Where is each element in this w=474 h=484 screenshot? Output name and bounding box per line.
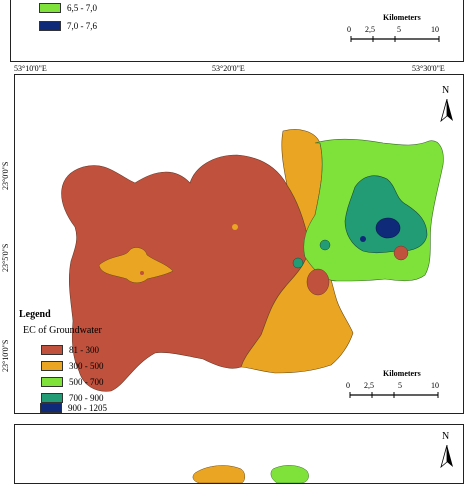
map-zone-green-top xyxy=(270,465,309,483)
top-map-panel: 6,5 - 7,0 7,0 - 7,6 Kilometers 0 2,5 5 1… xyxy=(10,0,464,62)
legend-swatch-ph-2 xyxy=(39,21,61,31)
legend-label-ph-1: 6,5 - 7,0 xyxy=(67,3,97,13)
coord-label-top-right: 53°30'0"E xyxy=(412,64,445,73)
lat-label-2: 23°5'0"S xyxy=(1,243,10,272)
coord-label-top-mid: 53°20'0"E xyxy=(212,64,245,73)
map-spot-orange-small xyxy=(232,224,238,230)
scale-tick-10: 10 xyxy=(431,25,439,34)
bottom-map-panel: N xyxy=(14,424,464,484)
legend-subtitle: EC of Groundwater xyxy=(23,325,102,336)
legend-swatch-ec-3 xyxy=(41,377,63,387)
scale-tick-0: 0 xyxy=(346,381,350,390)
legend-label-ec-2: 300 - 500 xyxy=(69,361,104,371)
scale-bar xyxy=(350,36,440,42)
legend-label-ec-5: 900 - 1205 xyxy=(68,403,107,413)
lat-label-1: 23°0'0"S xyxy=(1,161,10,190)
lat-label-3: 23°10'0"S xyxy=(1,339,10,372)
legend-swatch-ph-1 xyxy=(39,3,61,13)
scale-bar-title: Kilometers xyxy=(383,13,421,22)
scale-tick-10: 10 xyxy=(431,381,439,390)
legend-swatch-ec-1 xyxy=(41,345,63,355)
legend-swatch-ec-5b xyxy=(40,403,62,413)
map-zone-900-1205 xyxy=(375,217,401,239)
map-zone-700-900 xyxy=(344,175,428,254)
map-spot-teal-1 xyxy=(319,239,331,251)
scale-tick-0: 0 xyxy=(347,25,351,34)
map-spot-red-2 xyxy=(306,268,330,296)
legend-swatch-ec-4 xyxy=(41,393,63,403)
bottom-map-fragment xyxy=(192,465,309,483)
scale-tick-5: 5 xyxy=(398,381,402,390)
legend-title: Legend xyxy=(19,309,51,320)
north-arrow-icon xyxy=(440,99,453,123)
north-label: N xyxy=(442,85,450,96)
ec-groundwater-map xyxy=(61,129,444,392)
scale-tick-2-5: 2,5 xyxy=(364,381,374,390)
north-label: N xyxy=(442,431,450,442)
legend-label-ec-3: 500 - 700 xyxy=(69,377,104,387)
scale-bar-title: Kilometers xyxy=(383,369,421,378)
coord-label-top-left: 53°10'0"E xyxy=(14,64,47,73)
map-zone-300-500-inner xyxy=(98,247,174,283)
map-zone-orange-top xyxy=(192,465,245,483)
north-arrow-icon xyxy=(440,445,453,469)
scale-tick-2-5: 2,5 xyxy=(365,25,375,34)
scale-bar xyxy=(349,392,439,398)
scale-tick-5: 5 xyxy=(397,25,401,34)
main-map-panel: N Legend EC of Groundwater 81 - 300 300 … xyxy=(14,74,464,414)
map-spot-red-inner xyxy=(140,271,144,275)
map-spot-teal-2 xyxy=(292,257,304,269)
map-spot-red-1 xyxy=(393,245,409,261)
legend-label-ph-2: 7,0 - 7,6 xyxy=(67,21,97,31)
legend-swatch-ec-2 xyxy=(41,361,63,371)
legend-label-ec-4: 700 - 900 xyxy=(69,393,104,403)
map-spot-dark-small xyxy=(360,236,366,242)
legend-label-ec-1: 81 - 300 xyxy=(69,345,99,355)
